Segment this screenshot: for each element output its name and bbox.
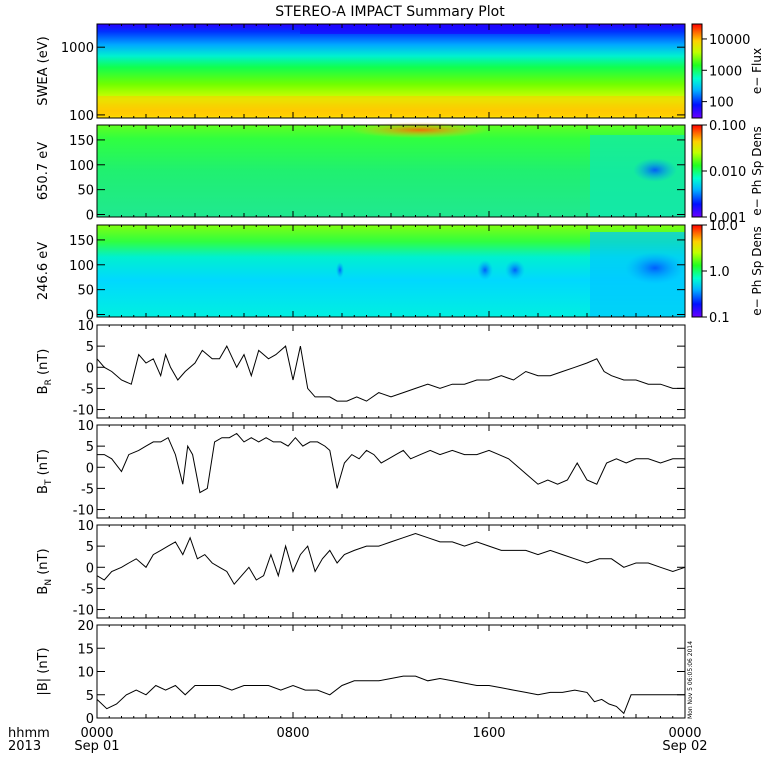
x-tick-date-label: Sep 01 xyxy=(74,739,119,754)
pad650-colorbar-label: e− Ph Sp Dens xyxy=(750,126,764,215)
bmag-y-tick-label: 10 xyxy=(77,666,94,681)
br-y-tick-label: -10 xyxy=(73,404,94,419)
x-axis-corner-bottom: 2013 xyxy=(8,739,41,754)
pad246-colorbar-label: e− Ph Sp Dens xyxy=(750,226,764,315)
plot-title: STEREO-A IMPACT Summary Plot xyxy=(275,4,505,20)
swea-colorbar xyxy=(691,23,703,119)
pad246-y-tick-label: 50 xyxy=(77,284,94,299)
swea-spectrogram-image xyxy=(97,24,685,118)
swea-y-axis-label: SWEA (eV) xyxy=(36,36,51,105)
swea-y-tick-label: 1000 xyxy=(61,41,94,56)
bt-y-axis-label: BT (nT) xyxy=(36,449,54,494)
swea-colorbar-tick-label: 100 xyxy=(709,96,734,111)
pad246-y-tick-label: 150 xyxy=(69,234,94,249)
bt-y-tick-label: -5 xyxy=(81,482,94,497)
pad246-colorbar-tick-label: 10.0 xyxy=(709,219,738,234)
bmag-y-tick-label: 20 xyxy=(77,619,94,634)
pad650-spectrogram-image xyxy=(97,125,685,217)
pad246-dropout-1 xyxy=(625,252,685,284)
x-axis-corner-top: hhmm xyxy=(8,726,50,741)
bmag-y-tick-label: 5 xyxy=(86,689,94,704)
pad650-colorbar-tick-label: 0.100 xyxy=(709,119,746,134)
x-tick-date-label: Sep 02 xyxy=(662,739,707,754)
pad246-spectrogram-panel xyxy=(97,225,685,317)
x-tick-label: 0000 xyxy=(668,726,701,741)
lines-layer xyxy=(96,345,686,715)
swea-cold-top xyxy=(300,24,550,34)
pad246-spectrogram-image xyxy=(97,225,685,317)
bn-y-axis-label: BN (nT) xyxy=(36,548,54,594)
bmag-y-tick-label: 15 xyxy=(77,642,94,657)
pad650-colorbar-tick-label: 0.001 xyxy=(709,211,746,226)
pad650-y-tick-label: 50 xyxy=(77,184,94,199)
swea-colorbar-label: e− Flux xyxy=(750,48,764,94)
pad246-dropout-4 xyxy=(336,262,344,278)
bn-y-tick-label: -10 xyxy=(73,604,94,619)
pad650-y-axis-label: 650.7 eV xyxy=(36,142,51,200)
br-y-tick-label: 10 xyxy=(77,319,94,334)
br-y-tick-label: -5 xyxy=(81,382,94,397)
pad246-colorbar-tick-label: 1.0 xyxy=(709,265,730,280)
bt-y-tick-label: 10 xyxy=(77,419,94,434)
pad650-y-tick-label: 150 xyxy=(69,134,94,149)
pad246-y-tick-label: 0 xyxy=(86,309,94,324)
pad650-colorbar xyxy=(691,124,703,218)
swea-hot-band xyxy=(97,96,685,116)
pad246-y-axis-label: 246.6 eV xyxy=(36,242,51,300)
pad650-spectrogram-panel xyxy=(97,122,685,217)
br-series-line xyxy=(96,345,685,402)
x-tick-label: 0800 xyxy=(276,726,309,741)
bmag-y-tick-label: 0 xyxy=(86,712,94,727)
br-y-tick-label: 5 xyxy=(86,340,94,355)
pad650-dropout xyxy=(633,158,677,182)
swea-colorbar-tick-label: 10000 xyxy=(709,33,750,48)
bt-series-line xyxy=(97,432,685,494)
br-y-axis-label: BR (nT) xyxy=(36,349,54,395)
pad650-y-tick-label: 100 xyxy=(69,159,94,174)
bn-series-line xyxy=(96,532,686,586)
bmag-frame xyxy=(96,624,686,719)
pad246-colorbar-tick-label: 0.1 xyxy=(709,311,730,326)
bmag-y-axis-label: |B| (nT) xyxy=(36,647,51,695)
pad246-dropout-2 xyxy=(477,260,493,280)
timestamp-label: Mon Nov 5 06:05:06 2014 xyxy=(687,641,694,719)
bn-y-tick-label: 5 xyxy=(86,540,94,555)
bn-frame xyxy=(96,524,686,619)
swea-spectrogram-panel xyxy=(97,24,685,118)
x-tick-label: 0000 xyxy=(80,726,113,741)
bmag-series-line xyxy=(96,675,685,715)
bt-y-tick-label: 0 xyxy=(86,461,94,476)
br-y-tick-label: 0 xyxy=(86,361,94,376)
pad246-y-tick-label: 100 xyxy=(69,259,94,274)
pad650-strahl-enhancement xyxy=(350,122,490,138)
swea-y-tick-label: 100 xyxy=(69,109,94,124)
pad246-colorbar xyxy=(691,224,703,318)
bt-y-tick-label: 5 xyxy=(86,440,94,455)
bn-y-tick-label: 0 xyxy=(86,561,94,576)
pad650-y-tick-label: 0 xyxy=(86,209,94,224)
pad650-colorbar-tick-label: 0.010 xyxy=(709,165,746,180)
x-tick-label: 1600 xyxy=(472,726,505,741)
pad246-dropout-3 xyxy=(505,260,525,280)
swea-colorbar-tick-label: 1000 xyxy=(709,64,742,79)
bn-y-tick-label: 10 xyxy=(77,519,94,534)
bt-y-tick-label: -10 xyxy=(73,504,94,519)
bn-y-tick-label: -5 xyxy=(81,582,94,597)
bt-frame xyxy=(96,424,686,519)
